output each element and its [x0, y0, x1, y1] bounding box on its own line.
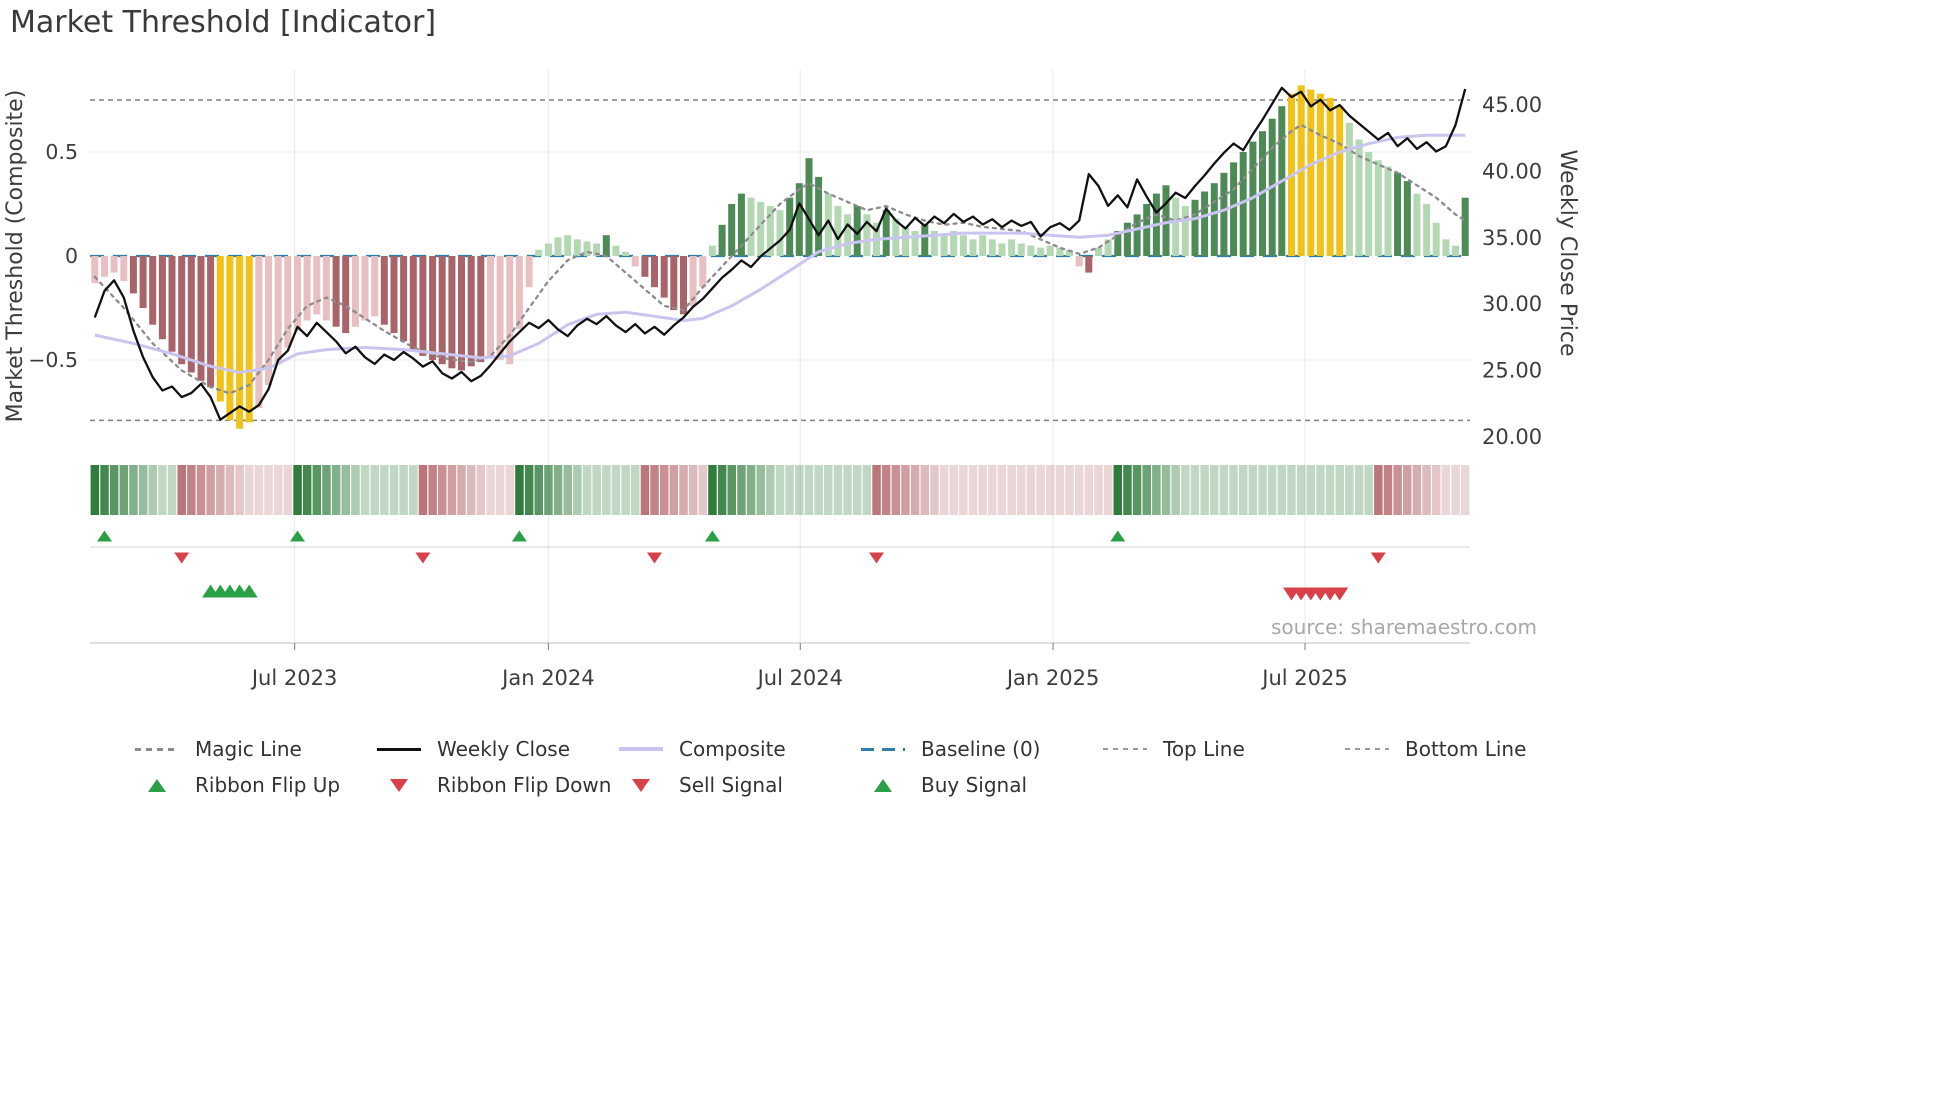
legend-sell-signal: Sell Signal — [619, 772, 861, 798]
svg-text:35.00: 35.00 — [1482, 226, 1542, 250]
svg-text:Jan 2024: Jan 2024 — [500, 666, 595, 690]
legend-bottom-line: Bottom Line — [1345, 736, 1587, 762]
magic-line — [93, 123, 1467, 395]
svg-text:Market Threshold (Composite): Market Threshold (Composite) — [3, 90, 28, 423]
svg-text:0.5: 0.5 — [45, 140, 78, 164]
legend-composite: Composite — [619, 736, 861, 762]
svg-text:20.00: 20.00 — [1482, 425, 1542, 449]
legend-label: Baseline (0) — [921, 737, 1041, 761]
y-axis-right: 45.00 40.00 35.00 30.00 25.00 20.00 Weekly Clo… — [1482, 93, 1580, 449]
svg-text:Jul 2024: Jul 2024 — [756, 666, 843, 690]
legend-label: Ribbon Flip Up — [195, 773, 341, 797]
legend-label: Magic Line — [195, 737, 302, 761]
top-line-swatch — [1103, 747, 1147, 751]
svg-text:40.00: 40.00 — [1482, 159, 1542, 183]
composite-bars — [91, 85, 1469, 429]
legend-baseline: Baseline (0) — [861, 736, 1103, 762]
ribbon-flip-down-icon — [377, 778, 421, 792]
buy-signal-icon — [861, 778, 905, 792]
bottom-line-swatch — [1345, 747, 1389, 751]
legend-label: Top Line — [1163, 737, 1245, 761]
svg-text:30.00: 30.00 — [1482, 292, 1542, 316]
source-text: source: sharemaestro.com — [1271, 615, 1537, 639]
svg-text:Jul 2023: Jul 2023 — [250, 666, 337, 690]
legend-magic-line: Magic Line — [135, 736, 377, 762]
legend-label: Bottom Line — [1405, 737, 1527, 761]
sell-signal-icon — [619, 778, 663, 792]
baseline-swatch — [861, 747, 905, 751]
svg-text:Jan 2025: Jan 2025 — [1005, 666, 1100, 690]
page-title: Market Threshold [Indicator] — [10, 5, 437, 40]
svg-text:Jul 2025: Jul 2025 — [1260, 666, 1347, 690]
svg-text:25.00: 25.00 — [1482, 359, 1542, 383]
signal-rows — [90, 530, 1470, 601]
legend-label: Buy Signal — [921, 773, 1028, 797]
svg-text:0: 0 — [65, 244, 78, 268]
chart-legend: Magic Line Weekly Close Composite Baseli… — [135, 736, 1587, 798]
legend-label: Sell Signal — [679, 773, 783, 797]
legend-weekly-close: Weekly Close — [377, 736, 619, 762]
legend-label: Composite — [679, 737, 786, 761]
legend-top-line: Top Line — [1103, 736, 1345, 762]
magic-line-swatch — [135, 747, 179, 751]
svg-text:Weekly Close Price: Weekly Close Price — [1555, 150, 1580, 357]
legend-label: Ribbon Flip Down — [437, 773, 612, 797]
weekly-close-line — [93, 86, 1467, 421]
composite-swatch — [619, 747, 663, 751]
svg-text:−0.5: −0.5 — [28, 348, 78, 372]
ribbon-strip — [90, 465, 1470, 515]
x-axis: Jul 2023 Jan 2024 Jul 2024 Jan 2025 Jul 2025 — [90, 642, 1470, 690]
composite-line — [94, 133, 1466, 374]
legend-ribbon-flip-down: Ribbon Flip Down — [377, 772, 619, 798]
svg-text:45.00: 45.00 — [1482, 93, 1542, 117]
legend-buy-signal: Buy Signal — [861, 772, 1103, 798]
svg-text:source: sharemaestro.com: source: sharemaestro.com — [1271, 615, 1537, 639]
legend-ribbon-flip-up: Ribbon Flip Up — [135, 772, 377, 798]
weekly-close-swatch — [377, 747, 421, 751]
ribbon-flip-up-icon — [135, 778, 179, 792]
legend-label: Weekly Close — [437, 737, 571, 761]
